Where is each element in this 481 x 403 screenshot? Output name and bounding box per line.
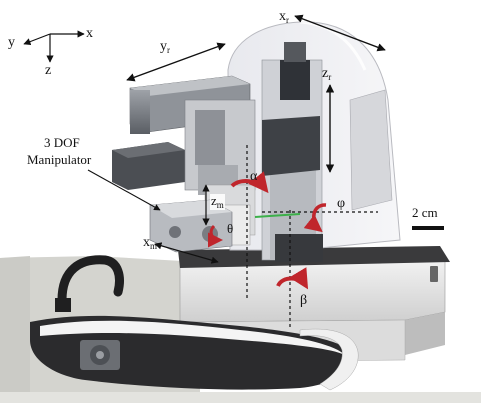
manipulator-label-line1: 3 DOF xyxy=(44,135,80,150)
frame-x-label: x xyxy=(86,26,93,41)
alpha-rotation-arrow xyxy=(230,171,269,194)
zm-label-sub: m xyxy=(216,200,224,210)
phi-label: φ xyxy=(337,196,346,211)
zr-label-sub: r xyxy=(328,72,332,82)
yr-label-base: y xyxy=(160,39,167,54)
zr-label-base: z xyxy=(322,66,329,81)
frame-z-label: z xyxy=(45,63,52,78)
xr-label: xr xyxy=(279,10,289,25)
theta-rotation-arrow xyxy=(207,224,223,248)
grid-block xyxy=(262,116,320,176)
green-indicator xyxy=(254,213,301,218)
manipulator-label-line2: Manipulator xyxy=(27,152,92,167)
frame-axes xyxy=(23,30,85,63)
scale-bar xyxy=(412,226,444,230)
xm-arrow xyxy=(154,242,219,264)
zm-label-base: z xyxy=(211,193,217,208)
beta-rotation-arrow xyxy=(276,267,309,290)
yr-label-sub: r xyxy=(167,45,170,55)
zr-label: zr xyxy=(322,67,331,82)
scale-bar-label: 2 cm xyxy=(412,205,438,220)
zm-label: zm xyxy=(210,194,225,210)
xm-label-base: x xyxy=(143,235,150,250)
perforated-panel xyxy=(349,89,393,211)
xr-arrow xyxy=(294,14,386,52)
manipulator-callout-arrow xyxy=(87,169,161,211)
xm-label: xm xyxy=(143,236,157,251)
xm-label-sub: m xyxy=(150,241,158,251)
yr-label: yr xyxy=(160,40,170,55)
theta-label: θ xyxy=(227,221,234,236)
alpha-label: α xyxy=(250,169,258,184)
yr-arrow xyxy=(126,42,226,82)
frame-y-label: y xyxy=(8,35,15,50)
beta-label: β xyxy=(300,293,308,308)
motor-block xyxy=(112,142,185,190)
phi-rotation-arrow xyxy=(303,203,327,233)
xr-label-base: x xyxy=(279,9,286,24)
xr-label-sub: r xyxy=(286,15,289,25)
curved-tray xyxy=(30,315,359,391)
handle xyxy=(55,255,124,312)
